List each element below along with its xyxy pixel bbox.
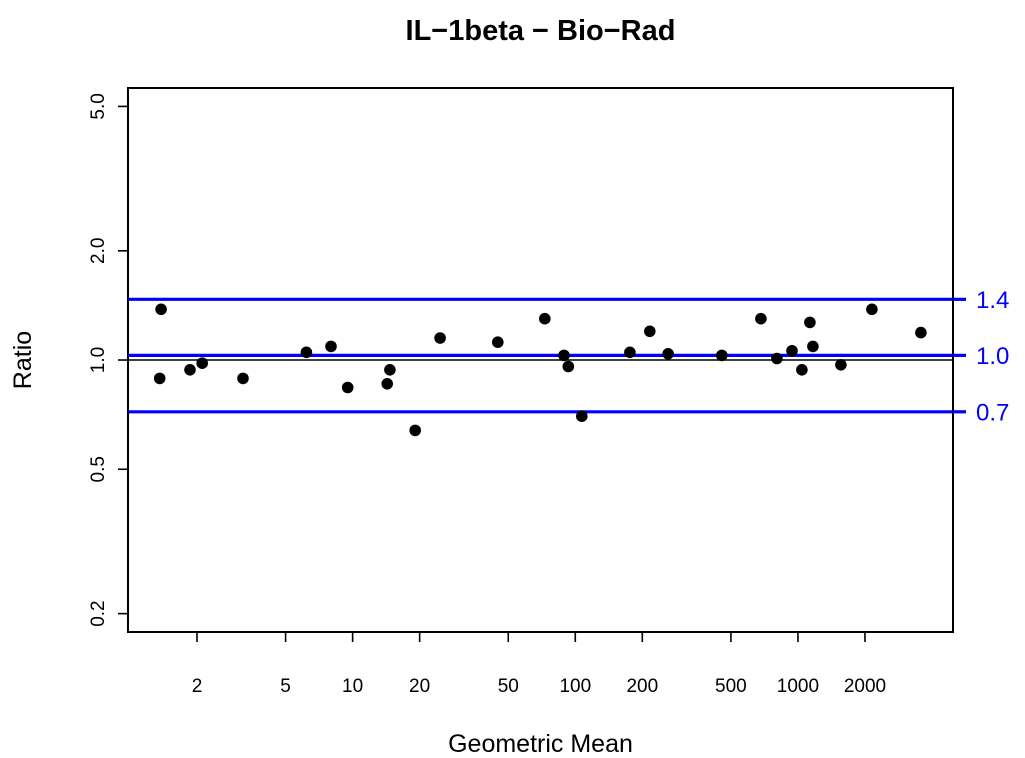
data-point (434, 332, 446, 344)
data-point (153, 372, 166, 385)
data-point (539, 312, 551, 325)
data-point (796, 364, 808, 376)
right-axis: 1.4 1.0 0.7 (953, 287, 1009, 426)
data-point (807, 340, 819, 353)
x-tick-label: 1000 (777, 676, 819, 697)
y-tick-label: 2.0 (88, 238, 109, 264)
y-tick-label: 1.0 (88, 347, 109, 373)
right-axis-tick-label: 1.4 (976, 287, 1009, 314)
data-point (804, 316, 816, 329)
data-point (300, 346, 313, 359)
chart-title: IL−1beta − Bio−Rad (406, 15, 676, 47)
x-tick-label: 100 (559, 676, 591, 697)
x-tick-label: 2000 (844, 676, 886, 697)
data-point (492, 336, 504, 349)
right-axis-tick-label: 0.7 (976, 399, 1009, 426)
data-point (835, 359, 847, 371)
data-point (384, 364, 396, 376)
data-point (576, 410, 588, 423)
x-tick-label: 5 (280, 676, 291, 697)
data-point (409, 424, 422, 437)
x-axis: 2 5 10 20 50 100 200 500 1000 2000 (192, 632, 886, 697)
x-tick-label: 10 (342, 676, 363, 697)
data-point (381, 378, 394, 390)
right-axis-tick-label: 1.0 (976, 343, 1009, 370)
y-axis-label: Ratio (9, 331, 37, 389)
y-tick-label: 5.0 (88, 93, 109, 119)
data-point (562, 360, 575, 373)
horizontal-lines (128, 297, 953, 414)
data-point (662, 348, 674, 360)
x-tick-label: 500 (715, 676, 747, 697)
data-point (196, 357, 208, 370)
data-point (558, 349, 570, 362)
data-point (771, 352, 783, 365)
x-tick-label: 50 (498, 676, 519, 697)
data-point (644, 325, 656, 338)
x-tick-label: 200 (626, 676, 658, 697)
x-axis-label: Geometric Mean (448, 730, 633, 758)
data-point (155, 303, 167, 316)
data-point (237, 372, 249, 385)
y-tick-label: 0.5 (88, 456, 109, 482)
data-point (716, 349, 728, 362)
data-point (184, 364, 196, 376)
x-tick-label: 20 (409, 676, 430, 697)
data-point (866, 303, 878, 316)
y-tick-label: 0.2 (88, 600, 109, 626)
data-points (153, 303, 927, 437)
y-axis: 0.2 0.5 1.0 2.0 5.0 (88, 93, 128, 627)
x-tick-label: 2 (192, 676, 203, 697)
data-point (915, 326, 927, 339)
data-point (786, 345, 798, 357)
data-point (325, 340, 337, 353)
data-point (624, 346, 636, 359)
data-point (755, 312, 767, 325)
data-point (341, 381, 354, 394)
